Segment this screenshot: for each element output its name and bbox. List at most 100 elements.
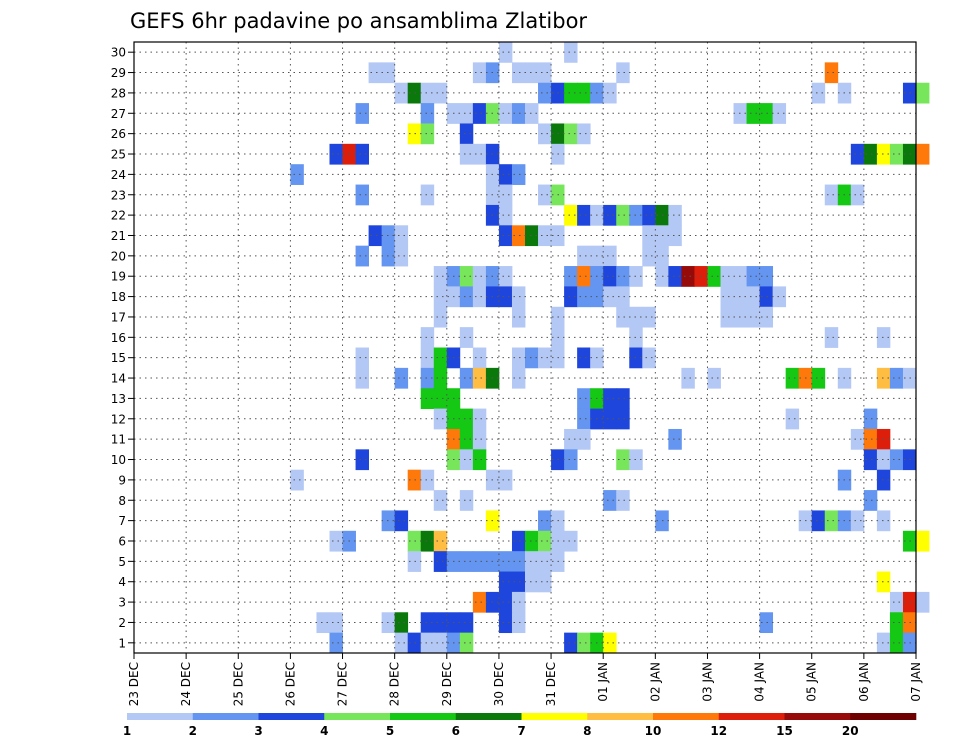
heatmap-cell bbox=[498, 103, 513, 124]
heatmap-cell bbox=[746, 266, 760, 287]
heatmap-cell bbox=[603, 388, 617, 409]
chart-title: GEFS 6hr padavine po ansamblima Zlatibor bbox=[130, 9, 587, 33]
x-tick-label: 07 JAN bbox=[909, 662, 923, 702]
heatmap-cell bbox=[420, 632, 435, 654]
heatmap-cell bbox=[759, 306, 774, 328]
heatmap-cell bbox=[433, 490, 448, 511]
y-tick-label: 30 bbox=[111, 46, 126, 60]
heatmap-cell bbox=[759, 103, 774, 124]
y-tick-label: 26 bbox=[111, 127, 126, 141]
heatmap-cell bbox=[459, 449, 474, 471]
heatmap-cell bbox=[420, 123, 435, 145]
heatmap-cell bbox=[459, 123, 474, 145]
heatmap-cell bbox=[498, 591, 513, 613]
heatmap-cell bbox=[811, 510, 826, 532]
heatmap-cell bbox=[368, 225, 383, 247]
heatmap-cell bbox=[577, 245, 591, 267]
heatmap-cell bbox=[668, 225, 682, 247]
heatmap-cell bbox=[498, 469, 513, 491]
y-tick-label: 27 bbox=[111, 107, 126, 121]
heatmap-cell bbox=[889, 591, 904, 613]
heatmap-cell bbox=[577, 632, 591, 654]
y-tick-label: 21 bbox=[111, 229, 126, 243]
colorbar-label: 12 bbox=[710, 724, 727, 738]
heatmap-cell bbox=[603, 245, 617, 267]
heatmap-cell bbox=[616, 306, 630, 328]
heatmap-cell bbox=[681, 367, 695, 389]
heatmap-cell bbox=[459, 286, 474, 308]
heatmap-cell bbox=[642, 347, 656, 369]
heatmap-cell bbox=[329, 612, 343, 634]
heatmap-cell bbox=[472, 428, 487, 450]
heatmap-cell bbox=[433, 388, 448, 409]
heatmap-cell bbox=[433, 82, 448, 104]
heatmap-cell bbox=[459, 103, 474, 124]
heatmap-cell bbox=[889, 449, 904, 471]
heatmap-cell bbox=[889, 612, 904, 634]
heatmap-cell bbox=[394, 82, 409, 104]
heatmap-cell bbox=[459, 428, 474, 450]
heatmap-cell bbox=[472, 408, 487, 430]
heatmap-cell bbox=[538, 347, 552, 369]
x-tick-label: 04 JAN bbox=[753, 662, 767, 702]
y-tick-label: 9 bbox=[118, 473, 126, 487]
heatmap-cell bbox=[511, 306, 526, 328]
x-tick-label: 28 DEC bbox=[388, 662, 402, 706]
heatmap-cell bbox=[538, 62, 552, 84]
x-tick-label: 31 DEC bbox=[544, 662, 558, 706]
heatmap-cell bbox=[420, 327, 435, 348]
heatmap-cell bbox=[355, 103, 369, 124]
heatmap-cell bbox=[564, 632, 578, 654]
heatmap-cell bbox=[603, 632, 617, 654]
x-tick-label: 30 DEC bbox=[492, 662, 506, 706]
heatmap-cell bbox=[407, 82, 422, 104]
y-tick-label: 25 bbox=[111, 148, 126, 162]
heatmap-cell bbox=[420, 612, 435, 634]
y-tick-label: 17 bbox=[111, 310, 126, 324]
colorbar-label: 10 bbox=[645, 724, 662, 738]
heatmap-cell bbox=[433, 266, 448, 287]
heatmap-cell bbox=[420, 469, 435, 491]
heatmap-cell bbox=[355, 245, 369, 267]
heatmap-cell bbox=[603, 286, 617, 308]
heatmap-cell bbox=[498, 612, 513, 634]
heatmap-cell bbox=[394, 245, 409, 267]
heatmap-cell bbox=[433, 306, 448, 328]
heatmap-cell bbox=[420, 103, 435, 124]
heatmap-cell bbox=[511, 591, 526, 613]
heatmap-cell bbox=[603, 204, 617, 226]
y-tick-label: 15 bbox=[111, 351, 126, 365]
x-tick-label: 23 DEC bbox=[127, 662, 141, 706]
heatmap-cell bbox=[433, 551, 448, 572]
heatmap-cell bbox=[707, 367, 721, 389]
heatmap-cell bbox=[876, 143, 891, 165]
heatmap-cell bbox=[876, 367, 891, 389]
colorbar-label: 3 bbox=[254, 724, 262, 738]
heatmap-cell bbox=[407, 632, 422, 654]
heatmap-cell bbox=[355, 347, 369, 369]
heatmap-cell bbox=[811, 367, 826, 389]
heatmap-cell bbox=[459, 612, 474, 634]
heatmap-cell bbox=[577, 408, 591, 430]
heatmap-cell bbox=[876, 428, 891, 450]
colorbar-swatch bbox=[258, 713, 325, 720]
y-tick-label: 24 bbox=[111, 168, 126, 182]
colorbar-label: 7 bbox=[517, 724, 525, 738]
x-axis: 23 DEC 24 DEC 25 DEC 26 DEC 27 DEC 28 DEC 29 D… bbox=[127, 653, 923, 706]
heatmap-cell bbox=[564, 42, 578, 63]
heatmap-cell bbox=[511, 225, 526, 247]
heatmap-cell bbox=[850, 143, 865, 165]
heatmap-cell bbox=[525, 347, 539, 369]
heatmap-cell bbox=[498, 204, 513, 226]
y-tick-label: 23 bbox=[111, 188, 126, 202]
heatmap-cell bbox=[407, 530, 422, 552]
x-tick-label: 01 JAN bbox=[596, 662, 610, 702]
x-tick-label: 26 DEC bbox=[283, 662, 297, 706]
heatmap-cell bbox=[538, 123, 552, 145]
heatmap-cell bbox=[355, 184, 369, 206]
heatmap-cell bbox=[564, 449, 578, 471]
heatmap-cell bbox=[511, 571, 526, 593]
heatmap-cell bbox=[577, 428, 591, 450]
colorbar-label: 1 bbox=[123, 724, 131, 738]
